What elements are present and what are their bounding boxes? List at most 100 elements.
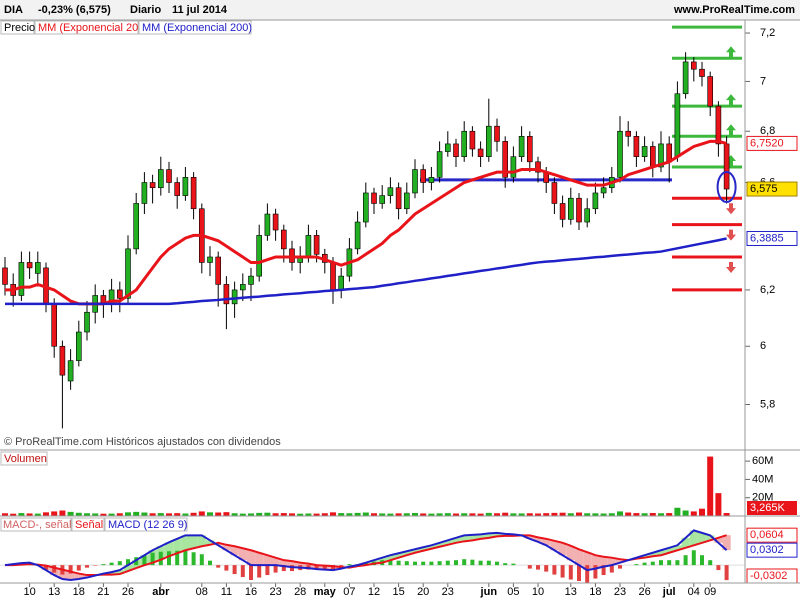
histogram-bar <box>486 560 491 566</box>
volume-bar <box>305 513 312 516</box>
candle-body <box>633 135 640 157</box>
volume-bar <box>18 513 25 516</box>
x-tick-label: 18 <box>589 586 601 598</box>
value-box-label: 6,7520 <box>750 137 784 149</box>
macd-fill <box>419 547 428 551</box>
up-arrow <box>726 154 736 166</box>
x-tick-label: 10 <box>532 586 544 598</box>
macd-fill <box>222 544 231 551</box>
volume-bar <box>469 513 476 516</box>
legend-box <box>0 517 72 532</box>
candle-body <box>174 182 180 196</box>
histogram-bar <box>560 565 565 578</box>
candle-body <box>617 130 623 178</box>
candle-body <box>494 125 500 142</box>
candle-body <box>371 192 377 204</box>
volume-bar <box>485 512 492 516</box>
candle-body <box>625 130 632 137</box>
candle-body <box>362 192 369 223</box>
candle-body <box>264 213 271 236</box>
histogram-bar <box>421 561 426 566</box>
histogram-bar <box>44 565 48 570</box>
candle-body <box>231 289 238 305</box>
volume-bar <box>34 513 41 516</box>
histogram-bar <box>462 559 467 566</box>
candle-body <box>551 182 558 204</box>
macd-fill <box>427 545 436 549</box>
candle-body <box>59 345 66 376</box>
volume-bar <box>420 513 427 516</box>
candle-body <box>526 135 533 163</box>
candle-body <box>518 135 525 157</box>
volume-bar <box>330 512 336 516</box>
volume-bar <box>84 513 90 516</box>
candle-body <box>444 143 451 152</box>
volume-bar <box>223 512 230 516</box>
volume-bar <box>354 512 361 516</box>
volume-bar <box>699 508 705 516</box>
histogram-bar <box>716 565 721 571</box>
volume-bar <box>592 513 599 516</box>
macd-fill <box>238 548 247 561</box>
candle-body <box>600 187 607 194</box>
volume-bar <box>625 512 632 516</box>
macd-fill <box>583 552 592 571</box>
candle-body <box>51 303 58 347</box>
y-tick-label: 40M <box>752 473 773 485</box>
volume-bar <box>453 513 459 516</box>
candle-body <box>182 177 189 196</box>
histogram-bar <box>249 565 253 581</box>
candle-body <box>436 151 443 178</box>
histogram-bar <box>52 565 57 573</box>
macd-fill <box>164 542 174 557</box>
x-tick-label: jun <box>480 586 498 598</box>
up-arrow <box>726 46 736 58</box>
volume-bar <box>198 511 205 516</box>
candle-body <box>485 125 492 157</box>
histogram-bar <box>667 560 672 566</box>
macd-fill <box>656 550 666 556</box>
volume-bar <box>92 513 99 516</box>
candle-body <box>715 105 722 145</box>
x-tick-label: 23 <box>614 586 626 598</box>
candle-body <box>256 235 263 277</box>
histogram-bar <box>224 565 229 571</box>
histogram-bar <box>117 561 122 566</box>
candle-body <box>723 143 730 190</box>
x-tick-label: 23 <box>442 586 454 598</box>
volume-bar <box>231 513 238 516</box>
volume-bar <box>51 511 58 516</box>
histogram-bar <box>691 550 696 566</box>
macd-line <box>5 534 727 577</box>
macd-fill <box>246 550 256 566</box>
x-tick-label: abr <box>152 586 170 598</box>
histogram-bar <box>265 565 270 576</box>
macd-fill <box>665 547 674 553</box>
volume-bar <box>412 512 418 516</box>
macd-fill <box>697 532 707 543</box>
y-tick-label: 7 <box>760 75 766 87</box>
candle-body <box>338 275 345 291</box>
histogram-bar <box>527 565 532 569</box>
candle-body <box>403 192 410 210</box>
candle-body <box>674 93 681 157</box>
macd-fill <box>410 549 420 553</box>
volume-bar <box>108 513 115 516</box>
macd-fill <box>542 538 551 546</box>
histogram-bar <box>544 565 549 572</box>
macd-fill <box>230 546 239 556</box>
macd-fill <box>484 533 493 538</box>
y-tick-label: 6,8 <box>760 125 775 137</box>
volume-bar <box>543 513 550 516</box>
candle-body <box>649 146 656 168</box>
legend-box <box>71 517 105 532</box>
histogram-bar <box>601 565 606 576</box>
histogram-bar <box>339 565 344 567</box>
volume-bar <box>444 513 451 516</box>
volume-bar <box>502 512 509 516</box>
volume-bar <box>707 456 714 516</box>
macd-fill <box>492 532 502 537</box>
macd-fill <box>566 545 575 561</box>
histogram-bar <box>240 565 245 578</box>
